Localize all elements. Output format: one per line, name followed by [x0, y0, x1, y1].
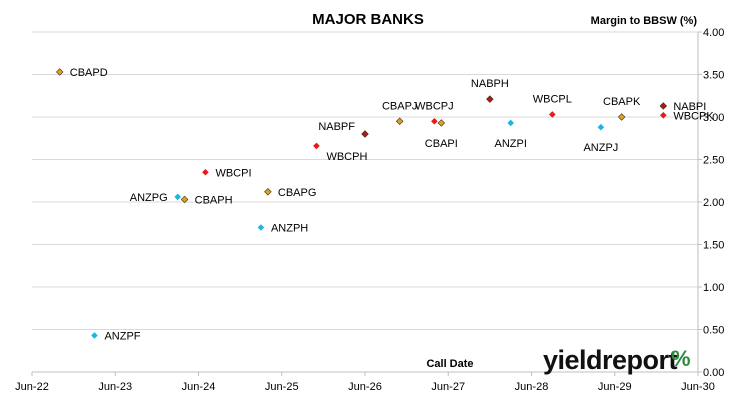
point-label-anzpf: ANZPF [104, 330, 140, 342]
x-tick-label: Jun-29 [598, 381, 632, 393]
axes: 0.00 0.50 1.00 1.50 2.00 2.50 3.00 3.50 4.00 Jun-… [15, 27, 724, 393]
point-label-cbapk: CBAPK [603, 96, 641, 108]
data-point-cbaph [180, 195, 189, 204]
point-label-nabpf: NABPF [318, 121, 355, 133]
point-label-wbcph: WBCPH [326, 151, 367, 163]
x-tick-label: Jun-26 [348, 381, 382, 393]
y-tick-label: 0.50 [703, 325, 724, 337]
brand-percent-symbol: % [671, 346, 691, 371]
data-point-cbapg [264, 188, 272, 196]
data-point-anzpj [597, 123, 605, 131]
point-label-cbapg: CBAPG [278, 187, 317, 199]
point-labels: CBAPD ANZPF ANZPG CBAPH WBCPI ANZPH CBAPG WBCPH… [70, 67, 715, 343]
data-point-anzpg [174, 193, 181, 201]
data-point-cbapk [617, 113, 626, 121]
data-point-wbcpl [549, 111, 556, 118]
data-point-wbcpj [431, 117, 438, 125]
brand-text: yieldreport [543, 345, 678, 375]
data-point-anzpi [507, 119, 514, 127]
point-label-nabph: NABPH [471, 78, 509, 90]
point-label-anzph: ANZPH [271, 223, 308, 235]
point-label-cbapj: CBAPJ [382, 100, 417, 112]
x-tick-label: Jun-23 [98, 381, 132, 393]
y-tick-label: 2.50 [703, 155, 724, 167]
data-point-wbcph [313, 142, 320, 150]
point-label-cbapi: CBAPI [425, 138, 458, 150]
point-label-nabpi: NABPI [673, 101, 706, 113]
x-tick-label: Jun-22 [15, 381, 49, 393]
x-tick-label: Jun-25 [265, 381, 299, 393]
x-axis-title: Call Date [426, 358, 473, 370]
point-label-anzpj: ANZPJ [583, 142, 618, 154]
y-tick-label: 2.00 [703, 197, 724, 209]
y-tick-label: 4.00 [703, 27, 724, 39]
y-tick-label: 1.50 [703, 240, 724, 252]
data-point-cbapd [56, 68, 64, 76]
x-tick-label: Jun-27 [431, 381, 465, 393]
point-label-wbcpk: WBCPK [673, 110, 714, 122]
point-label-cbaph: CBAPH [195, 194, 233, 206]
point-label-cbapd: CBAPD [70, 67, 108, 79]
grid-lines [32, 31, 698, 330]
data-points [56, 68, 668, 339]
y-tick-label: 0.00 [703, 367, 724, 379]
data-point-cbapi [437, 119, 446, 127]
data-point-wbcpk [660, 112, 667, 119]
data-point-nabpi [659, 102, 668, 110]
data-point-anzpf [91, 332, 98, 339]
chart-title: MAJOR BANKS [312, 11, 424, 28]
y-tick-label: 3.00 [703, 112, 724, 124]
data-point-nabph [486, 95, 494, 103]
data-point-anzph [257, 224, 265, 231]
x-tick-label: Jun-30 [681, 381, 715, 393]
point-label-wbcpi: WBCPI [215, 167, 251, 179]
y-tick-label: 3.50 [703, 70, 724, 82]
point-label-anzpi: ANZPI [494, 138, 526, 150]
data-point-cbapj [395, 117, 404, 125]
y-tick-label: 1.00 [703, 282, 724, 294]
point-label-wbcpj: WBCPJ [415, 100, 454, 112]
data-point-wbcpi [202, 168, 209, 176]
point-label-anzpg: ANZPG [130, 192, 168, 204]
yieldreport-logo: yieldreport % [543, 345, 691, 375]
x-tick-label: Jun-24 [182, 381, 216, 393]
data-point-nabpf [361, 130, 369, 138]
x-tick-label: Jun-28 [515, 381, 549, 393]
y-axis-title: Margin to BBSW (%) [591, 15, 698, 27]
point-label-wbcpl: WBCPL [533, 93, 572, 105]
